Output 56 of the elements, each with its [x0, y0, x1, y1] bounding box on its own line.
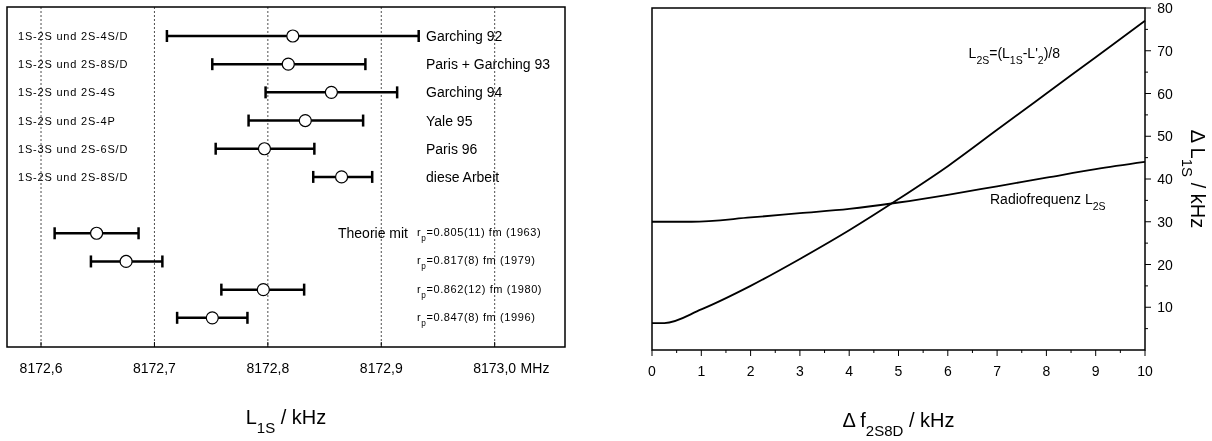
x-tick-label: 8172,8 [246, 360, 290, 376]
x-tick-label: 8173,0 [473, 360, 517, 376]
y-tick-label: 1S-2S und 2S-8S/D [18, 170, 129, 183]
y-tick-label: 10 [1157, 299, 1173, 316]
annotation: r$_{p}$=0.817(8) fm (1979) [417, 254, 536, 271]
x-axis-title: Δ f$_{2S8D}$ / kHz [842, 409, 955, 439]
y-tick-label: 60 [1157, 85, 1173, 102]
annotation: r$_{p}$=0.862(12) fm (1980) [417, 282, 543, 300]
y-tick-label: 80 [1157, 0, 1173, 16]
text: MHz [520, 360, 550, 376]
annotation: Paris 96 [426, 140, 478, 157]
point [90, 226, 104, 240]
annotation: Garching 92 [426, 28, 503, 44]
x-tick-label: 7 [993, 363, 1002, 379]
x-tick-label: 0 [648, 363, 657, 379]
annotation: Yale 95 [426, 112, 473, 129]
y-tick-label: 40 [1157, 171, 1173, 187]
x-tick-label: 2 [746, 363, 755, 379]
x-tick-label: 8172,7 [133, 360, 177, 376]
point [205, 311, 219, 325]
x-tick-label: 8172,9 [359, 360, 403, 376]
point [334, 170, 349, 184]
x-tick-label: 3 [796, 363, 804, 379]
x-tick-label: 5 [894, 363, 903, 379]
point [257, 142, 272, 156]
point [119, 254, 133, 269]
point [281, 57, 295, 71]
annotation: Paris + Garching 93 [426, 56, 551, 73]
y-tick-label: 1S-2S und 2S-4S [18, 86, 116, 99]
series-label: L$_{2S}$=(L$_{1S}$-L'$_{2}$)/8 [968, 45, 1061, 66]
annotation: diese Arbeit [426, 168, 500, 185]
annotation: Garching 94 [426, 84, 503, 101]
x-tick-label: 4 [845, 363, 854, 379]
point [286, 29, 300, 43]
point [298, 113, 312, 128]
series-label: Radiofrequenz L$_{2S}$ [990, 191, 1106, 212]
x-tick-label: 8172,6 [19, 360, 63, 376]
x-axis-title: L$_{1S}$ / kHz [245, 406, 327, 436]
annotation: Theorie mit [337, 225, 409, 242]
x-tick-label: 8 [1042, 363, 1051, 379]
x-tick-label: 10 [1137, 363, 1153, 379]
y-tick-label: 1S-2S und 2S-4P [18, 114, 116, 127]
y-tick-label: 50 [1157, 128, 1173, 145]
y-tick-label: 30 [1157, 213, 1173, 230]
y-tick-label: 1S-3S und 2S-6S/D [18, 142, 129, 155]
point [256, 283, 270, 297]
point [324, 85, 338, 99]
y-tick-label: 70 [1157, 42, 1173, 59]
x-tick-label: 6 [943, 363, 952, 379]
x-tick-label: 1 [697, 363, 706, 379]
annotation: r$_{p}$=0.847(8) fm (1996) [417, 310, 536, 328]
y-tick-label: 1S-2S und 2S-4S/D [18, 30, 129, 42]
y-tick-label: 20 [1157, 256, 1173, 273]
annotation: r$_{p}$=0.805(11) fm (1963) [417, 226, 542, 243]
x-tick-label: 9 [1091, 363, 1100, 379]
y-tick-label: 1S-2S und 2S-8S/D [18, 58, 129, 71]
